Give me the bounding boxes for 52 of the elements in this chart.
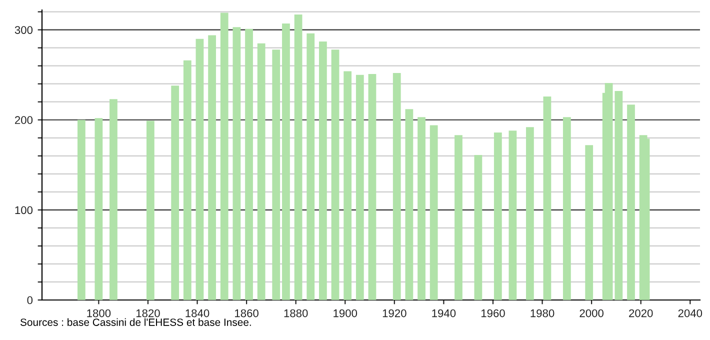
bar [257,43,266,300]
bar [508,130,517,300]
bar [585,145,594,300]
bar [331,50,340,300]
bar [272,50,280,300]
bar [294,14,302,300]
x-tick-label: 1900 [334,309,358,318]
bar [405,109,414,300]
bar [418,117,426,300]
bar [146,120,154,300]
bar [392,73,401,300]
bar [232,27,241,300]
bar [494,132,502,300]
bar [77,120,86,300]
bar [474,155,482,300]
bar [171,86,180,300]
bar [183,60,192,300]
bar [526,127,534,300]
x-tick-label: 1940 [432,309,456,318]
bar [319,42,327,300]
y-tick-label: 0 [27,296,33,304]
bar [220,12,228,300]
bar [356,74,364,300]
bar [562,117,571,300]
y-tick-label: 100 [15,206,33,214]
x-tick-label: 1860 [235,309,258,318]
bar [208,35,216,300]
bar [196,38,204,300]
bar [543,96,552,300]
bar [282,24,290,300]
bar [368,74,376,300]
bar [627,104,635,300]
x-tick-label: 1820 [136,309,160,318]
x-tick-label: 2020 [629,309,653,318]
x-tick-label: 2000 [580,309,604,318]
bar [245,28,253,300]
bar [306,33,315,300]
bar [430,125,438,300]
x-tick-label: 1840 [186,309,210,318]
y-tick-label: 200 [14,116,33,124]
y-tick-label: 300 [14,26,33,34]
x-tick-label: 1880 [284,309,308,318]
x-tick-label: 1920 [382,309,406,318]
x-tick-label: 1960 [481,309,505,318]
source-note: Sources : base Cassini de l'EHESS et base Insee. [20,318,251,326]
x-tick-label: 2040 [678,309,702,318]
bar [454,135,462,300]
bar [94,118,103,300]
bar [110,99,118,300]
x-tick-label: 1980 [530,309,554,318]
bar [344,71,352,300]
x-tick-label: 1800 [87,309,111,318]
